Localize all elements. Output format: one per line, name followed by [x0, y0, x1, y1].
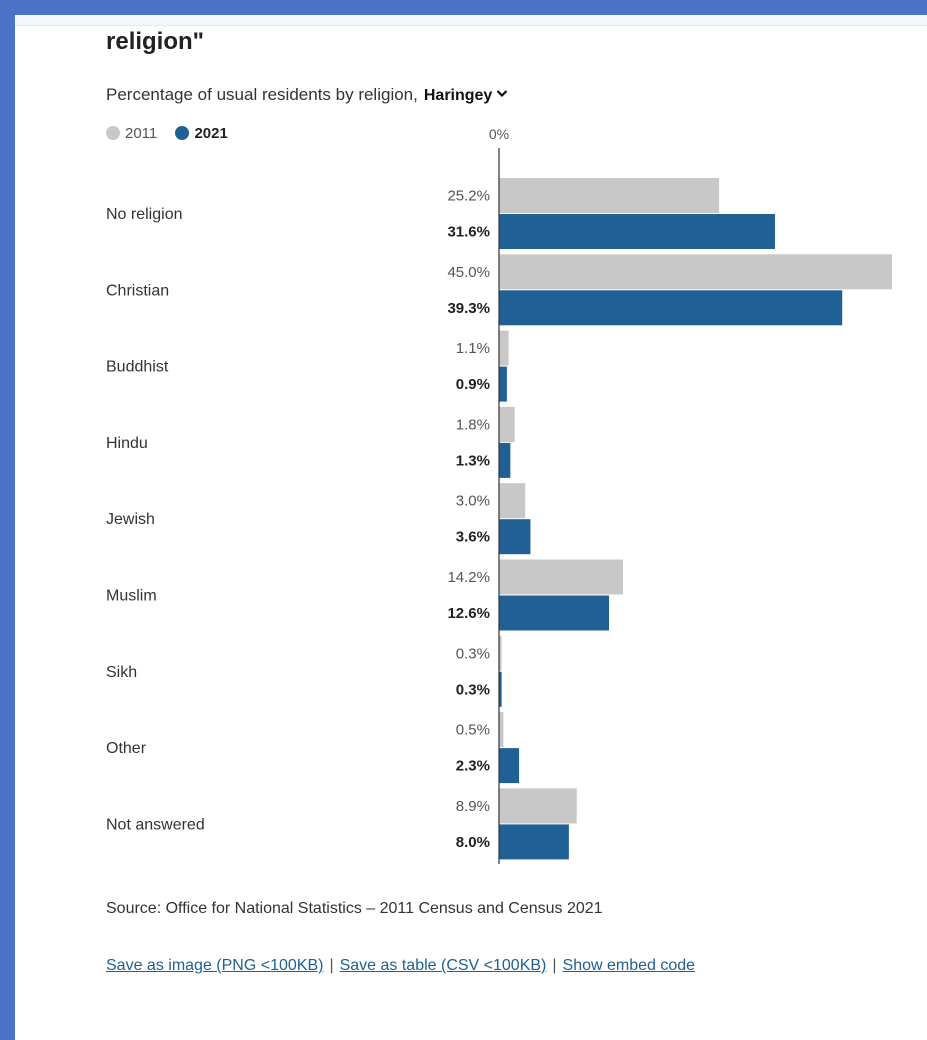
value-label-2021-muslim: 12.6%	[447, 605, 490, 622]
chart-legend: 2011 2021	[106, 125, 242, 142]
bar-2011-sikh	[499, 635, 502, 671]
embed-code-link[interactable]: Show embed code	[562, 957, 696, 974]
subtitle-text: Percentage of usual residents by religio…	[106, 85, 418, 104]
bar-2021-not-answered	[499, 824, 569, 860]
save-table-link[interactable]: Save as table (CSV <100KB)	[339, 957, 547, 974]
value-label-2021-not-answered: 8.0%	[456, 834, 490, 851]
chevron-down-icon	[496, 85, 508, 103]
value-label-2011-other: 0.5%	[456, 722, 490, 739]
legend-item-2011[interactable]: 2011	[106, 125, 157, 142]
save-image-link[interactable]: Save as image (PNG <100KB)	[106, 957, 324, 974]
area-dropdown[interactable]: Haringey	[424, 85, 508, 105]
category-label-buddhist: Buddhist	[106, 359, 169, 376]
legend-label-2011: 2011	[125, 125, 158, 142]
value-label-2011-jewish: 3.0%	[456, 493, 490, 510]
legend-swatch-2021	[175, 126, 190, 140]
bar-2021-buddhist	[499, 366, 507, 402]
religion-bar-chart: 0% No religion 25.2% 31.6% Christian 45.0% 39.…	[106, 126, 892, 864]
bar-2011-no-religion	[499, 178, 720, 213]
value-label-2021-other: 2.3%	[456, 758, 490, 775]
page-title: religion"	[106, 28, 205, 55]
source-note: Source: Office for National Statistics –…	[106, 900, 603, 917]
link-separator: |	[329, 957, 334, 974]
bar-2021-sikh	[499, 671, 502, 707]
legend-label-2021: 2021	[194, 125, 228, 142]
category-label-sikh: Sikh	[106, 664, 137, 681]
bar-2011-buddhist	[499, 330, 509, 366]
category-label-other: Other	[106, 740, 147, 757]
bar-2021-jewish	[499, 519, 531, 555]
category-label-christian: Christian	[106, 282, 169, 299]
download-links: Save as image (PNG <100KB) | Save as table…	[106, 957, 695, 975]
value-label-2011-christian: 45.0%	[447, 264, 490, 281]
value-label-2021-christian: 39.3%	[447, 300, 490, 317]
bar-2021-other	[499, 748, 520, 784]
value-label-2021-no-religion: 31.6%	[447, 224, 490, 241]
category-label-jewish: Jewish	[106, 511, 155, 528]
area-dropdown-label: Haringey	[423, 87, 493, 104]
bar-2011-hindu	[499, 406, 515, 442]
link-separator: |	[552, 957, 557, 974]
header-strip	[15, 15, 927, 26]
category-label-muslim: Muslim	[106, 588, 157, 605]
category-label-no-religion: No religion	[106, 206, 182, 223]
bar-2011-other	[499, 712, 504, 748]
bar-2011-not-answered	[499, 788, 577, 824]
bar-2021-christian	[499, 290, 843, 326]
value-label-2021-jewish: 3.6%	[456, 529, 490, 546]
category-label-not-answered: Not answered	[106, 816, 205, 833]
value-label-2011-buddhist: 1.1%	[456, 340, 490, 357]
bar-2021-muslim	[499, 595, 610, 631]
bar-2021-hindu	[499, 442, 511, 478]
bar-2021-no-religion	[499, 214, 775, 249]
legend-item-2021[interactable]: 2021	[175, 125, 228, 142]
value-label-2021-buddhist: 0.9%	[456, 376, 490, 393]
legend-swatch-2011	[106, 126, 120, 140]
value-label-2011-not-answered: 8.9%	[456, 798, 490, 815]
value-label-2011-hindu: 1.8%	[456, 416, 490, 433]
value-label-2011-sikh: 0.3%	[456, 645, 490, 662]
value-label-2021-hindu: 1.3%	[456, 452, 490, 469]
window-frame-left	[0, 0, 15, 1040]
bar-2011-jewish	[499, 483, 526, 519]
window-frame-top	[0, 0, 927, 15]
bar-2011-muslim	[499, 559, 624, 595]
chart-subtitle: Percentage of usual residents by religio…	[106, 85, 508, 105]
axis-zero-label: 0%	[489, 126, 509, 142]
value-label-2011-muslim: 14.2%	[447, 569, 490, 586]
value-label-2011-no-religion: 25.2%	[447, 188, 490, 205]
category-label-hindu: Hindu	[106, 435, 148, 452]
value-label-2021-sikh: 0.3%	[456, 681, 490, 698]
bar-2011-christian	[499, 254, 892, 290]
